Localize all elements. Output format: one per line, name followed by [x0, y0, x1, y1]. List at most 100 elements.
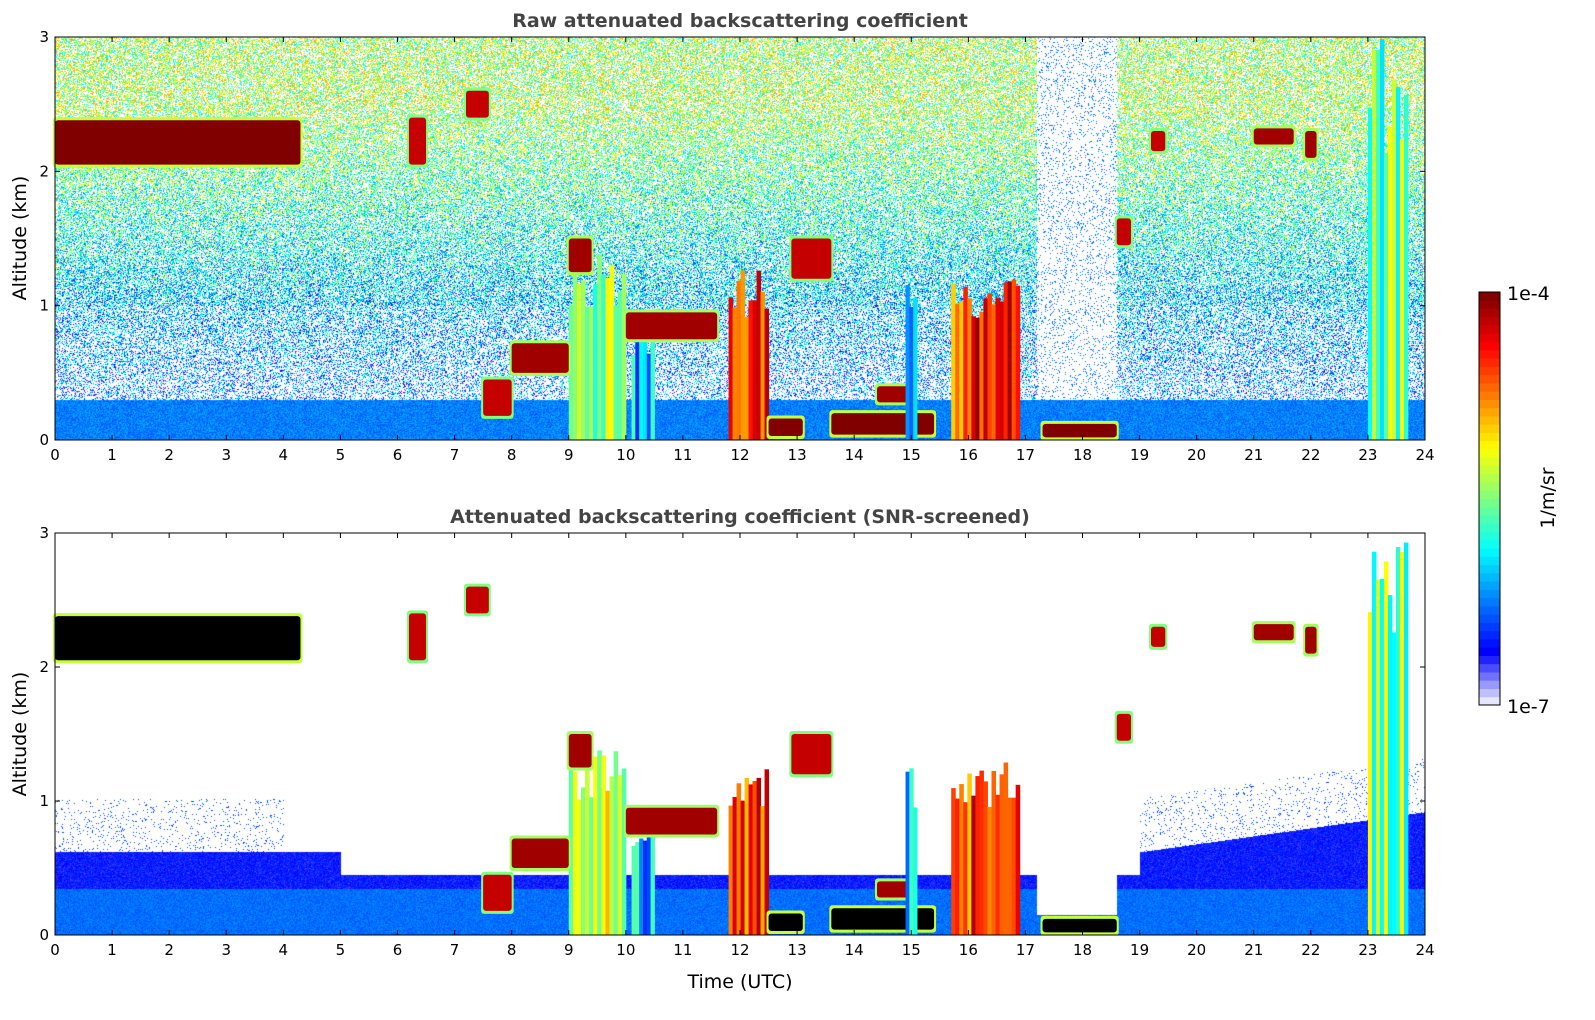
backscatter-column	[963, 286, 968, 440]
colorbar-swatch	[1479, 391, 1500, 400]
backscatter-column	[1375, 579, 1381, 935]
colorbar-swatch	[1479, 440, 1500, 450]
backscatter-column	[617, 291, 623, 440]
cloud-layer	[625, 807, 718, 835]
axes: 0 1 2 3 4 5 6 7 8 9 10 11 12 13 14 15 16 17 18 19 20 21 22 23 24…	[39, 28, 1434, 959]
backscatter-column	[1387, 594, 1393, 935]
x-tick-label: 19	[1130, 941, 1149, 959]
colorbar-swatch	[1479, 366, 1500, 376]
x-tick-label: 18	[1073, 446, 1092, 464]
backscatter-column	[642, 336, 648, 440]
backscatter-column	[909, 768, 914, 935]
x-tick-label: 17	[1016, 446, 1035, 464]
backscatter-column	[631, 845, 636, 935]
backscatter-column	[752, 300, 758, 440]
x-tick-label: 11	[673, 941, 692, 959]
colorbar-swatch	[1479, 572, 1500, 582]
backscatter-column	[905, 771, 910, 935]
backscatter-column	[650, 835, 655, 935]
ylabel-screened: Altitude (km)	[9, 672, 31, 797]
backscatter-column	[635, 336, 640, 440]
backscatter-column	[1007, 281, 1013, 440]
backscatter-column	[1375, 50, 1381, 441]
backscatter-column	[1003, 762, 1009, 935]
backscatter-column	[991, 770, 997, 935]
colorbar-swatch	[1479, 647, 1500, 656]
backscatter-column	[1003, 282, 1009, 440]
backscatter-column	[1383, 152, 1389, 441]
cloud-layer	[1042, 918, 1117, 933]
backscatter-column	[1403, 542, 1409, 935]
backscatter-column	[955, 304, 960, 440]
backscatter-column	[1387, 127, 1393, 441]
backscatter-column	[609, 265, 615, 440]
cloud-layer	[877, 386, 912, 403]
colorbar-swatch	[1479, 564, 1500, 574]
colorbar-swatch	[1479, 325, 1500, 334]
backscatter-column	[1395, 547, 1401, 935]
x-tick-label: 4	[279, 941, 289, 959]
backscatter-column	[1367, 612, 1373, 935]
colorbar-swatch	[1479, 415, 1500, 425]
backscatter-column	[572, 263, 578, 440]
y-tick-label: 1	[39, 297, 49, 315]
y-tick-label: 2	[39, 658, 49, 676]
colorbar-swatch	[1479, 638, 1500, 648]
backscatter-column	[744, 316, 750, 440]
cloud-layer	[1253, 624, 1294, 641]
x-tick-label: 13	[788, 446, 807, 464]
backscatter-column	[1399, 139, 1405, 441]
backscatter-column	[764, 308, 770, 440]
cloud-layer	[408, 117, 427, 165]
x-tick-label: 24	[1415, 941, 1434, 959]
x-tick-label: 5	[336, 941, 346, 959]
colorbar-swatch	[1479, 671, 1500, 681]
x-tick-label: 8	[507, 941, 517, 959]
y-tick-label: 3	[39, 524, 49, 542]
backscatter-column	[736, 280, 742, 440]
backscatter-column	[1403, 94, 1409, 441]
colorbar-swatch	[1479, 465, 1500, 475]
backscatter-column	[580, 787, 586, 935]
x-tick-label: 5	[336, 446, 346, 464]
x-tick-label: 19	[1130, 446, 1149, 464]
backscatter-column	[589, 306, 594, 440]
x-tick-label: 23	[1358, 446, 1377, 464]
x-tick-label: 2	[164, 446, 174, 464]
cloud-layer	[768, 418, 803, 436]
y-tick-label: 3	[39, 28, 49, 46]
features-raw	[53, 39, 1409, 441]
colorbar-swatch	[1479, 597, 1500, 607]
colorbar-swatch	[1479, 506, 1500, 516]
x-tick-label: 21	[1244, 446, 1263, 464]
backscatter-column	[1015, 784, 1021, 935]
x-tick-label: 6	[393, 941, 403, 959]
backscatter-column	[905, 284, 910, 440]
x-tick-label: 18	[1073, 941, 1092, 959]
x-tick-label: 2	[164, 941, 174, 959]
backscatter-column	[999, 774, 1005, 935]
colorbar-swatch	[1479, 481, 1500, 491]
backscatter-column	[979, 312, 984, 440]
backscatter-column	[971, 316, 976, 440]
colorbar-swatch	[1479, 448, 1500, 458]
backscatter-column	[568, 304, 574, 440]
colorbar-swatch	[1479, 407, 1500, 417]
backscatter-column	[991, 304, 997, 440]
x-tick-label: 7	[450, 446, 460, 464]
colorbar-swatch	[1479, 473, 1500, 483]
backscatter-column	[1371, 49, 1377, 440]
backscatter-column	[613, 305, 619, 440]
colorbar-swatch	[1479, 316, 1500, 326]
colorbar-swatch	[1479, 399, 1500, 409]
cloud-layer	[768, 913, 803, 931]
backscatter-column	[1391, 79, 1397, 440]
backscatter-column	[752, 781, 758, 935]
x-tick-label: 20	[1187, 446, 1206, 464]
backscatter-column	[605, 790, 611, 935]
cloud-layer	[55, 616, 301, 661]
backscatter-column	[1367, 108, 1373, 440]
x-tick-label: 4	[279, 446, 289, 464]
x-tick-label: 22	[1301, 446, 1320, 464]
cloud-layer	[877, 881, 912, 898]
